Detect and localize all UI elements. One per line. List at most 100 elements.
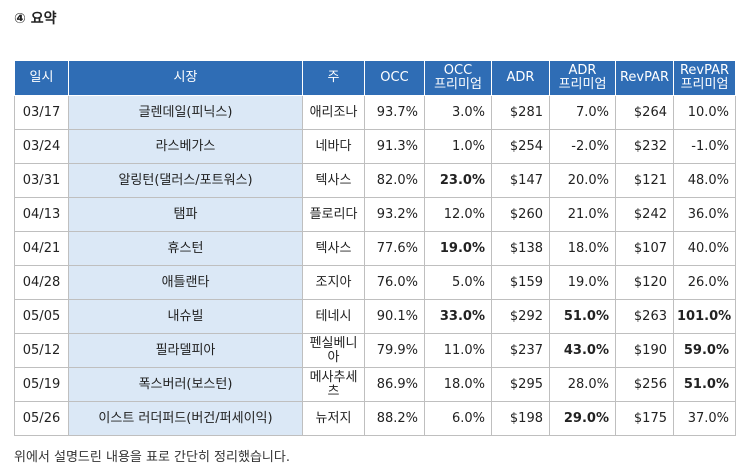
cell-occ-premium: 18.0% [424,367,492,402]
cell-occ: 86.9% [364,367,425,402]
cell-revpar-premium: 40.0% [673,231,736,266]
cell-state: 펜실베니아 [302,333,365,368]
header-revpar: RevPAR [615,60,674,96]
cell-adr-premium: 51.0% [549,299,616,334]
table-row: 03/24 라스베가스 네바다 91.3% 1.0% $254 -2.0% $232 -1.0% [14,129,736,164]
cell-revpar-premium: 26.0% [673,265,736,300]
header-revpar-premium: RevPAR 프리미엄 [673,60,736,96]
cell-state: 테네시 [302,299,365,334]
cell-revpar-premium: 37.0% [673,401,736,436]
cell-revpar-premium: 101.0% [673,299,736,334]
cell-state: 뉴저지 [302,401,365,436]
summary-table: 일시 시장 주 OCC OCC 프리미엄 ADR ADR 프리미엄 RevPAR R… [14,60,736,436]
cell-adr-premium: 28.0% [549,367,616,402]
cell-occ-premium: 23.0% [424,163,492,198]
cell-revpar: $232 [615,129,674,164]
cell-market: 글렌데일(피닉스) [68,95,303,130]
cell-revpar: $121 [615,163,674,198]
cell-revpar-premium: -1.0% [673,129,736,164]
cell-date: 05/26 [14,401,69,436]
table-header-row: 일시 시장 주 OCC OCC 프리미엄 ADR ADR 프리미엄 RevPAR R… [14,60,736,96]
cell-state: 텍사스 [302,163,365,198]
cell-revpar: $256 [615,367,674,402]
cell-market: 내슈빌 [68,299,303,334]
cell-occ: 88.2% [364,401,425,436]
caption-text: 위에서 설명드린 내용을 표로 간단히 정리했습니다. [14,450,290,465]
cell-adr-premium: 21.0% [549,197,616,232]
cell-revpar: $107 [615,231,674,266]
cell-adr: $147 [491,163,550,198]
cell-occ: 82.0% [364,163,425,198]
cell-revpar-premium: 59.0% [673,333,736,368]
table-row: 04/21 휴스턴 텍사스 77.6% 19.0% $138 18.0% $107 40.0% [14,231,736,266]
cell-occ-premium: 11.0% [424,333,492,368]
cell-market: 휴스턴 [68,231,303,266]
cell-market: 탬파 [68,197,303,232]
header-date: 일시 [14,60,69,96]
cell-adr: $254 [491,129,550,164]
section-heading: ④ 요약 [14,11,57,27]
cell-occ-premium: 12.0% [424,197,492,232]
cell-occ: 91.3% [364,129,425,164]
cell-revpar-premium: 10.0% [673,95,736,130]
cell-date: 05/12 [14,333,69,368]
cell-occ-premium: 6.0% [424,401,492,436]
cell-state: 네바다 [302,129,365,164]
cell-adr-premium: 43.0% [549,333,616,368]
header-market: 시장 [68,60,303,96]
cell-occ: 93.2% [364,197,425,232]
cell-occ-premium: 1.0% [424,129,492,164]
table-row: 05/26 이스트 러더퍼드(버건/퍼세이익) 뉴저지 88.2% 6.0% $198 29… [14,401,736,436]
cell-date: 05/19 [14,367,69,402]
header-occ-premium: OCC 프리미엄 [424,60,492,96]
cell-adr: $138 [491,231,550,266]
cell-date: 03/17 [14,95,69,130]
cell-revpar: $264 [615,95,674,130]
cell-adr-premium: 29.0% [549,401,616,436]
cell-adr-premium: 7.0% [549,95,616,130]
header-adr-premium: ADR 프리미엄 [549,60,616,96]
cell-adr: $281 [491,95,550,130]
cell-state: 조지아 [302,265,365,300]
cell-revpar: $120 [615,265,674,300]
cell-revpar-premium: 36.0% [673,197,736,232]
cell-revpar-premium: 51.0% [673,367,736,402]
cell-market: 이스트 러더퍼드(버건/퍼세이익) [68,401,303,436]
cell-date: 05/05 [14,299,69,334]
cell-market: 라스베가스 [68,129,303,164]
cell-occ: 79.9% [364,333,425,368]
cell-occ-premium: 19.0% [424,231,492,266]
cell-occ-premium: 5.0% [424,265,492,300]
cell-state: 플로리다 [302,197,365,232]
cell-state: 메사추세츠 [302,367,365,402]
cell-adr-premium: 19.0% [549,265,616,300]
cell-adr: $159 [491,265,550,300]
cell-market: 애틀랜타 [68,265,303,300]
cell-adr: $295 [491,367,550,402]
cell-occ-premium: 3.0% [424,95,492,130]
table-row: 03/31 알링턴(댈러스/포트워스) 텍사스 82.0% 23.0% $147 20.0%… [14,163,736,198]
table-row: 04/13 탬파 플로리다 93.2% 12.0% $260 21.0% $242 36.0% [14,197,736,232]
cell-revpar-premium: 48.0% [673,163,736,198]
header-state: 주 [302,60,365,96]
cell-occ-premium: 33.0% [424,299,492,334]
cell-adr-premium: -2.0% [549,129,616,164]
cell-revpar: $190 [615,333,674,368]
table-row: 05/19 폭스버러(보스턴) 메사추세츠 86.9% 18.0% $295 28.0% $2… [14,367,736,402]
header-occ: OCC [364,60,425,96]
cell-date: 04/13 [14,197,69,232]
cell-date: 04/21 [14,231,69,266]
cell-adr: $260 [491,197,550,232]
cell-state: 애리조나 [302,95,365,130]
cell-occ: 76.0% [364,265,425,300]
header-adr: ADR [491,60,550,96]
cell-occ: 93.7% [364,95,425,130]
cell-revpar: $242 [615,197,674,232]
cell-state: 텍사스 [302,231,365,266]
cell-revpar: $175 [615,401,674,436]
cell-date: 04/28 [14,265,69,300]
cell-adr-premium: 18.0% [549,231,616,266]
cell-occ: 77.6% [364,231,425,266]
cell-date: 03/24 [14,129,69,164]
table-row: 04/28 애틀랜타 조지아 76.0% 5.0% $159 19.0% $120 26.0% [14,265,736,300]
